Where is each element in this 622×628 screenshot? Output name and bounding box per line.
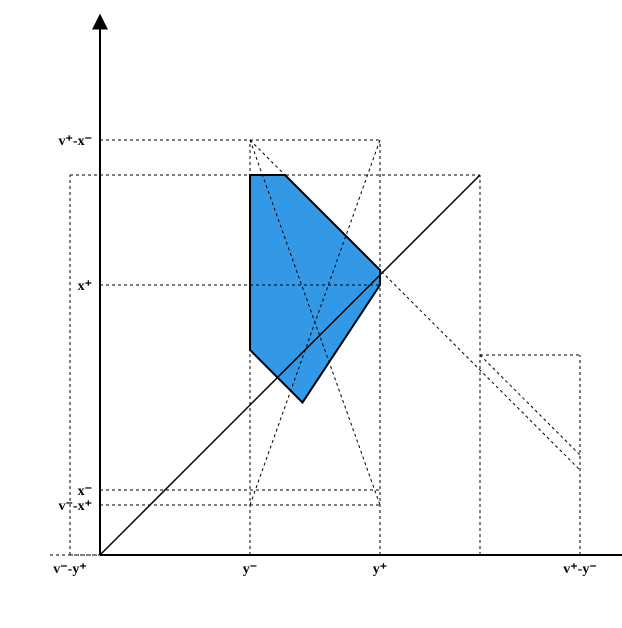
anti-diagonal [480,355,580,455]
x-axis-label-v_minus_minus_y_plus: v⁻-y⁺ [53,562,86,577]
y-axis-label-v_plus_minus_x_minus: v⁺-x⁻ [59,134,92,149]
y-axis-label-v_minus_minus_x_plus: v⁻-x⁺ [59,499,92,514]
feasible-region-polygon [250,175,380,403]
y-axis-label-x_minus: x⁻ [78,484,92,499]
x-axis-label-y_plus: y⁺ [373,562,387,577]
x-axis-label-v_plus_minus_y_minus: v⁺-y⁻ [563,562,596,577]
geometry-diagram: x⁻v⁻-x⁺ x⁺ v⁺-x⁻ v⁻-y⁺ y⁻ y⁺ v⁺-y⁻ [0,0,622,628]
y-axis-label-x_plus: x⁺ [78,279,92,294]
plot-area: x⁻v⁻-x⁺ x⁺ v⁺-x⁻ v⁻-y⁺ y⁻ y⁺ v⁺-y⁻ [50,20,622,577]
x-axis-label-y_minus: y⁻ [243,562,257,577]
